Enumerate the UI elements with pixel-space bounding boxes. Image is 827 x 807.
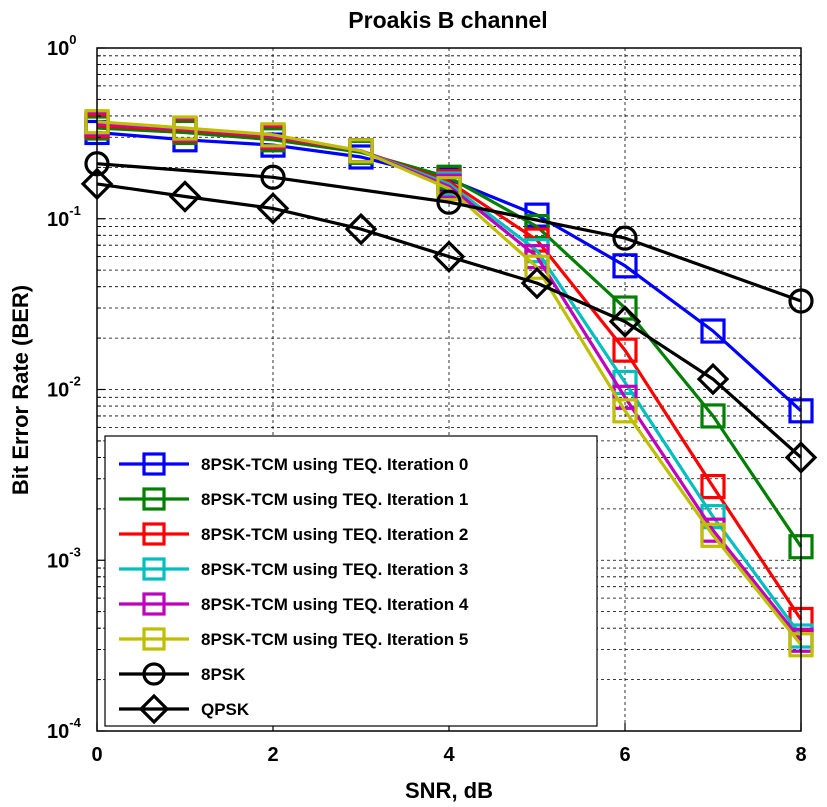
data-point-5-7	[700, 522, 726, 548]
series-line-7	[96, 182, 803, 459]
x-axis-label: SNR, dB	[405, 778, 493, 803]
x-tick-label-4: 8	[795, 744, 806, 766]
series-line-6	[96, 162, 802, 303]
data-point-1-6	[612, 295, 638, 321]
y-tick-label-0: 100	[47, 32, 76, 60]
legend-label-4: 8PSK-TCM using TEQ. Iteration 4	[201, 595, 469, 614]
data-point-7-6	[608, 305, 642, 338]
x-tick-label-1: 2	[267, 744, 278, 766]
legend-box	[104, 435, 598, 727]
legend-marker-2	[142, 522, 166, 546]
legend-label-2: 8PSK-TCM using TEQ. Iteration 2	[201, 525, 468, 544]
data-point-7-7	[696, 362, 730, 396]
data-point-5-2	[260, 122, 286, 148]
data-point-1-7	[700, 403, 726, 429]
series-line-0	[96, 130, 803, 412]
data-point-6-3	[612, 225, 638, 251]
legend-marker-0	[142, 452, 166, 476]
data-point-5-1	[172, 115, 198, 141]
legend-marker-4	[142, 592, 166, 616]
data-point-1-5	[524, 213, 550, 240]
tick-layer: 0 2 4 6 8 100 10-1 10-2 10-3 10-4	[47, 32, 807, 766]
chart-title: Proakis B channel	[348, 7, 547, 33]
data-point-6-1	[260, 164, 286, 190]
x-tick-label-2: 4	[443, 744, 455, 766]
legend-label-3: 8PSK-TCM using TEQ. Iteration 3	[201, 560, 468, 579]
series-layer	[80, 109, 818, 658]
legend-marker-3	[142, 557, 166, 581]
data-point-2-7	[700, 473, 726, 500]
data-point-2-6	[612, 337, 638, 363]
data-point-7-4	[432, 240, 466, 273]
data-point-7-1	[168, 180, 202, 213]
data-point-5-5	[524, 254, 550, 280]
legend-marker-6	[142, 662, 166, 686]
y-tick-label-2: 10-2	[47, 374, 81, 402]
data-point-7-2	[256, 192, 290, 225]
x-tick-label-0: 0	[91, 744, 102, 766]
legend-label-5: 8PSK-TCM using TEQ. Iteration 5	[201, 630, 468, 649]
data-point-7-3	[344, 212, 378, 246]
legend-marker-1	[142, 487, 166, 511]
data-point-0-7	[700, 318, 726, 344]
legend-label-6: 8PSK	[201, 665, 246, 684]
legend-label-0: 8PSK-TCM using TEQ. Iteration 0	[201, 455, 468, 474]
legend-marker-7	[138, 693, 170, 725]
legend-label-1: 8PSK-TCM using TEQ. Iteration 1	[201, 490, 468, 509]
data-point-0-6	[612, 253, 638, 279]
data-point-7-5	[520, 266, 554, 300]
x-tick-label-3: 6	[619, 744, 630, 766]
y-tick-label-3: 10-3	[47, 544, 81, 572]
y-axis-label: Bit Error Rate (BER)	[8, 285, 33, 495]
y-tick-label-4: 10-4	[47, 715, 82, 743]
data-point-5-4	[436, 176, 462, 202]
series-line-5	[96, 120, 803, 646]
data-point-6-2	[436, 189, 462, 215]
legend-marker-5	[142, 627, 166, 651]
legend: 8PSK-TCM using TEQ. Iteration 0 8PSK-TCM …	[104, 435, 598, 727]
data-point-5-3	[348, 138, 374, 164]
data-point-5-6	[612, 398, 638, 424]
legend-label-7: QPSK	[201, 700, 250, 719]
y-tick-label-1: 10-1	[47, 203, 81, 231]
